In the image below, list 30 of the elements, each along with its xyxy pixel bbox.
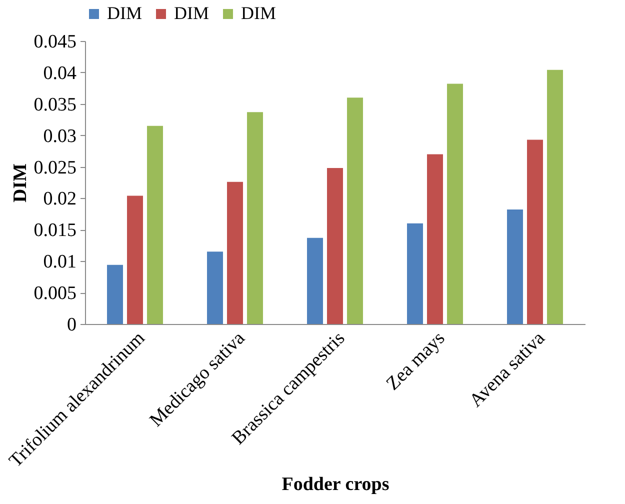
legend-label: DIM — [174, 3, 209, 23]
bar — [207, 252, 223, 324]
y-tick-label: 0.025 — [34, 157, 76, 178]
bar — [527, 140, 543, 324]
bar — [447, 84, 463, 324]
x-axis-title: Fodder crops — [282, 474, 390, 495]
y-tick-label: 0.03 — [43, 126, 76, 147]
y-tick-label: 0.035 — [34, 94, 76, 116]
y-tick-label: 0.005 — [34, 283, 76, 304]
bar — [547, 70, 563, 324]
y-tick-label: 0.04 — [43, 62, 77, 84]
y-tick-label: 0.02 — [43, 188, 76, 210]
bar — [407, 223, 423, 324]
y-tick-label: 0 — [67, 314, 76, 336]
bar — [507, 210, 523, 324]
legend-label: DIM — [107, 3, 142, 23]
bar — [227, 182, 243, 324]
bar — [107, 264, 123, 324]
bar — [247, 112, 263, 324]
y-tick-label: 0.015 — [34, 220, 76, 242]
y-tick-label: 0.01 — [43, 252, 76, 273]
y-axis-title: DIM — [10, 163, 31, 203]
bar — [427, 154, 443, 324]
y-tick-label: 0.045 — [34, 32, 76, 52]
bar — [307, 238, 323, 324]
legend-label: DIM — [241, 3, 276, 23]
bar — [327, 168, 343, 324]
bar — [127, 196, 143, 324]
bar — [347, 98, 363, 324]
bar — [147, 126, 163, 324]
